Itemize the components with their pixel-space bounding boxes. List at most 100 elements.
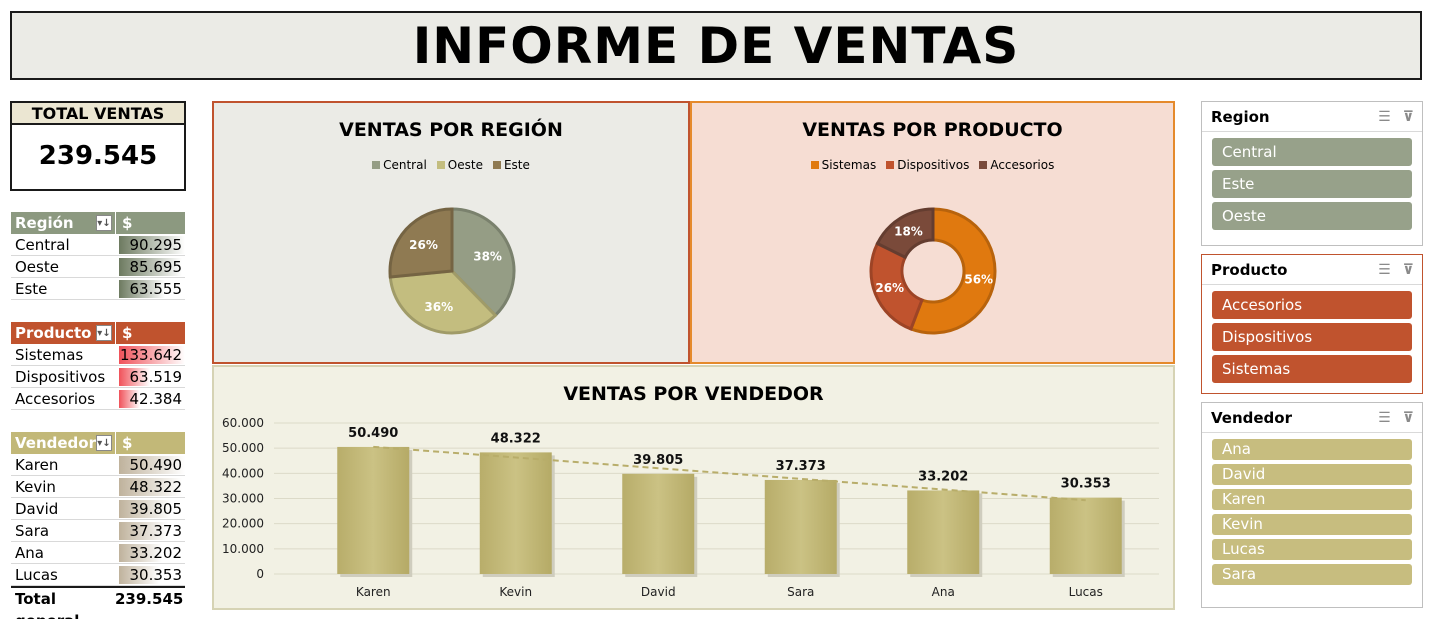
pie-data-label: 26% <box>409 238 438 252</box>
x-tick-label: Lucas <box>1069 585 1103 599</box>
slicer-item-kevin[interactable]: Kevin <box>1212 514 1412 535</box>
row-label: Sara <box>15 522 50 540</box>
sort-filter-dropdown-icon[interactable]: ▾↓ <box>96 215 112 231</box>
pie-data-label: 38% <box>473 250 502 264</box>
x-tick-label: David <box>641 585 676 599</box>
y-tick-label: 50.000 <box>222 441 264 455</box>
legend-item: Accesorios <box>979 158 1054 172</box>
sort-filter-dropdown-icon[interactable]: ▾↓ <box>96 325 112 341</box>
row-value: 85.695 <box>129 258 183 276</box>
vendedor-table-header: Vendedor▾↓ $ Ventas <box>11 432 185 474</box>
row-value: 39.805 <box>129 500 183 518</box>
region-slicer-items: Central Este Oeste <box>1202 132 1422 230</box>
clear-filter-icon[interactable]: ⊽ <box>1402 108 1414 125</box>
clear-filter-icon[interactable]: ⊽ <box>1402 261 1414 278</box>
vendedor-bar-chart: 0 10.000 20.000 30.000 40.000 50.000 60.000 50.… <box>222 416 1159 599</box>
producto-table-header: Producto▾↓ $ Ventas <box>11 322 185 364</box>
row-value: 133.642 <box>119 346 182 364</box>
slicer-item-david[interactable]: David <box>1212 464 1412 485</box>
legend-label: Accesorios <box>990 158 1055 172</box>
producto-slicer-title: Producto <box>1211 260 1288 279</box>
data-bar <box>119 500 171 518</box>
trendline <box>373 445 1086 502</box>
row-value: 63.519 <box>129 368 183 386</box>
y-tick-label: 10.000 <box>222 542 264 556</box>
producto-chart-legend: Sistemas Dispositivos Accesorios <box>692 158 1173 172</box>
grand-total-value: 239.545 <box>115 590 184 608</box>
producto-chart-panel[interactable]: VENTAS POR PRODUCTO Sistemas Dispositivos… <box>690 101 1175 364</box>
row-label: Ana <box>15 544 44 562</box>
row-value-cell: 30.353 <box>115 564 185 585</box>
slicer-item-karen[interactable]: Karen <box>1212 489 1412 510</box>
row-label: Oeste <box>15 258 59 276</box>
data-bar <box>119 346 185 364</box>
producto-pivot-table: Producto▾↓ $ Ventas Sistemas 133.642 Dispo… <box>11 322 185 410</box>
row-value: 30.353 <box>129 566 183 584</box>
pie-slice-central <box>450 207 516 318</box>
table-row: Accesorios 42.384 <box>11 388 185 410</box>
legend-item: Central <box>372 158 427 172</box>
region-table-rows: Central 90.295 Oeste 85.695 Este 63.555 <box>11 234 185 300</box>
legend-swatch <box>886 161 895 169</box>
multi-select-icon[interactable]: ☰ <box>1378 108 1391 125</box>
slicer-item-accesorios[interactable]: Accesorios <box>1212 291 1412 319</box>
report-title-bar: INFORME DE VENTAS <box>10 11 1422 80</box>
data-bar <box>119 522 168 540</box>
row-value: 33.202 <box>129 544 183 562</box>
slicer-item-lucas[interactable]: Lucas <box>1212 539 1412 560</box>
row-value-cell: 85.695 <box>115 256 185 277</box>
data-bar <box>119 456 185 474</box>
vendedor-table-rows: Karen 50.490 Kevin 48.322 David 39.805 Sara 37.… <box>11 454 185 586</box>
row-value: 63.555 <box>129 280 183 298</box>
region-slicer: Region ☰ ⊽ Central Este Oeste <box>1201 101 1423 246</box>
slicer-item-sistemas[interactable]: Sistemas <box>1212 355 1412 383</box>
region-pie-chart: 38% 36% 26% <box>388 207 516 335</box>
clear-filter-icon[interactable]: ⊽ <box>1402 409 1414 426</box>
vendedor-chart-panel[interactable]: VENTAS POR VENDEDOR 0 10.000 20.000 30.000 4… <box>212 365 1175 610</box>
legend-swatch <box>372 161 381 169</box>
region-chart-panel[interactable]: VENTAS POR REGIÓN Central Oeste Este 38% 36… <box>212 101 690 364</box>
producto-chart-title: VENTAS POR PRODUCTO <box>802 119 1063 141</box>
slicer-item-sara[interactable]: Sara <box>1212 564 1412 585</box>
row-label: Dispositivos <box>15 368 106 386</box>
pie-slice-oeste <box>388 269 498 335</box>
row-value-cell: 37.373 <box>115 520 185 541</box>
table-row: Sara 37.373 <box>11 520 185 542</box>
multi-select-icon[interactable]: ☰ <box>1378 261 1391 278</box>
data-bar <box>119 478 183 496</box>
y-tick-label: 40.000 <box>222 466 264 480</box>
y-tick-label: 0 <box>256 567 264 581</box>
bar-data-label: 39.805 <box>633 453 683 468</box>
report-title: INFORME DE VENTAS <box>412 16 1020 75</box>
bar-data-label: 33.202 <box>918 469 968 484</box>
slicer-item-dispositivos[interactable]: Dispositivos <box>1212 323 1412 351</box>
slicer-item-central[interactable]: Central <box>1212 138 1412 166</box>
bar-data-label: 30.353 <box>1061 477 1111 492</box>
total-sales-value: 239.545 <box>38 141 158 171</box>
row-label: Accesorios <box>15 390 96 408</box>
pie-slice-sistemas <box>909 207 997 335</box>
slicer-item-este[interactable]: Este <box>1212 170 1412 198</box>
sort-filter-dropdown-icon[interactable]: ▾↓ <box>96 435 112 451</box>
vendedor-col-ventas: $ Ventas <box>115 432 185 474</box>
row-value-cell: 90.295 <box>115 234 185 255</box>
bar-david <box>622 473 695 574</box>
region-pivot-table: Región ▾↓ $ Ventas Central 90.295 Oeste 85.6… <box>11 212 185 300</box>
slicer-item-oeste[interactable]: Oeste <box>1212 202 1412 230</box>
data-bar <box>119 368 151 386</box>
region-col-label: Región <box>15 214 74 232</box>
table-row: Lucas 30.353 <box>11 564 185 586</box>
x-tick-label: Karen <box>356 585 391 599</box>
region-chart-title: VENTAS POR REGIÓN <box>339 119 563 141</box>
region-col-ventas: $ Ventas <box>115 212 185 254</box>
legend-item: Oeste <box>436 158 483 172</box>
pie-data-label: 36% <box>424 300 453 314</box>
data-bar <box>119 258 182 276</box>
vendedor-chart-title: VENTAS POR VENDEDOR <box>563 383 824 405</box>
producto-col-label: Producto <box>15 324 92 342</box>
legend-item: Sistemas <box>810 158 876 172</box>
row-value-cell: 63.519 <box>115 366 185 387</box>
slicer-item-ana[interactable]: Ana <box>1212 439 1412 460</box>
multi-select-icon[interactable]: ☰ <box>1378 409 1391 426</box>
bar-data-label: 48.322 <box>491 431 541 446</box>
